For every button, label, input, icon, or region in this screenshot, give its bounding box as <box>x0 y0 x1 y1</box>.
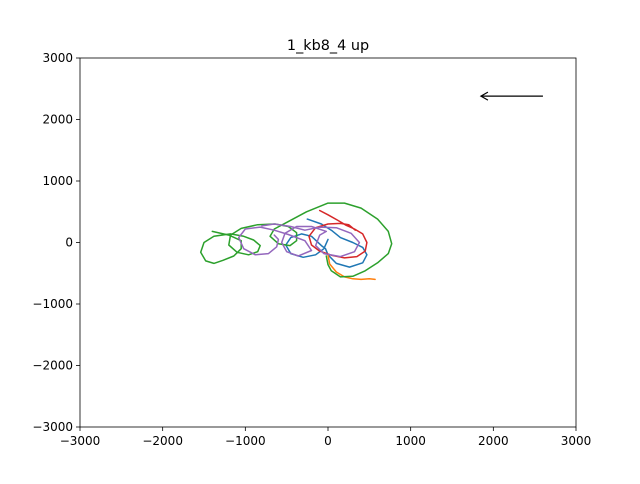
series-line-2 <box>327 254 376 281</box>
series-line-5 <box>237 223 361 258</box>
y-tick-label: 1000 <box>42 174 73 188</box>
chart-title: 1_kb8_4 up <box>287 38 369 54</box>
y-tick-label: 3000 <box>42 51 73 65</box>
y-tick-label: −3000 <box>32 420 73 434</box>
x-tick-label: 3000 <box>561 434 592 448</box>
y-tick-label: 0 <box>65 236 73 250</box>
y-tick-label: −2000 <box>32 359 73 373</box>
x-tick-label: −1000 <box>225 434 266 448</box>
x-tick-label: 2000 <box>478 434 509 448</box>
series-layer <box>199 202 393 281</box>
annotation-layer <box>479 91 543 101</box>
y-tick-label: −1000 <box>32 297 73 311</box>
direction-arrow-head <box>479 91 489 101</box>
x-tick-label: −3000 <box>60 434 101 448</box>
y-tick-label: 2000 <box>42 113 73 127</box>
x-tick-label: −2000 <box>142 434 183 448</box>
x-axis: −3000 −2000 −1000 0 1000 2000 3000 <box>60 427 592 448</box>
y-axis: −3000 −2000 −1000 0 1000 2000 3000 <box>32 51 80 434</box>
series-line-4 <box>308 209 368 259</box>
x-tick-label: 0 <box>324 434 332 448</box>
x-tick-label: 1000 <box>395 434 426 448</box>
